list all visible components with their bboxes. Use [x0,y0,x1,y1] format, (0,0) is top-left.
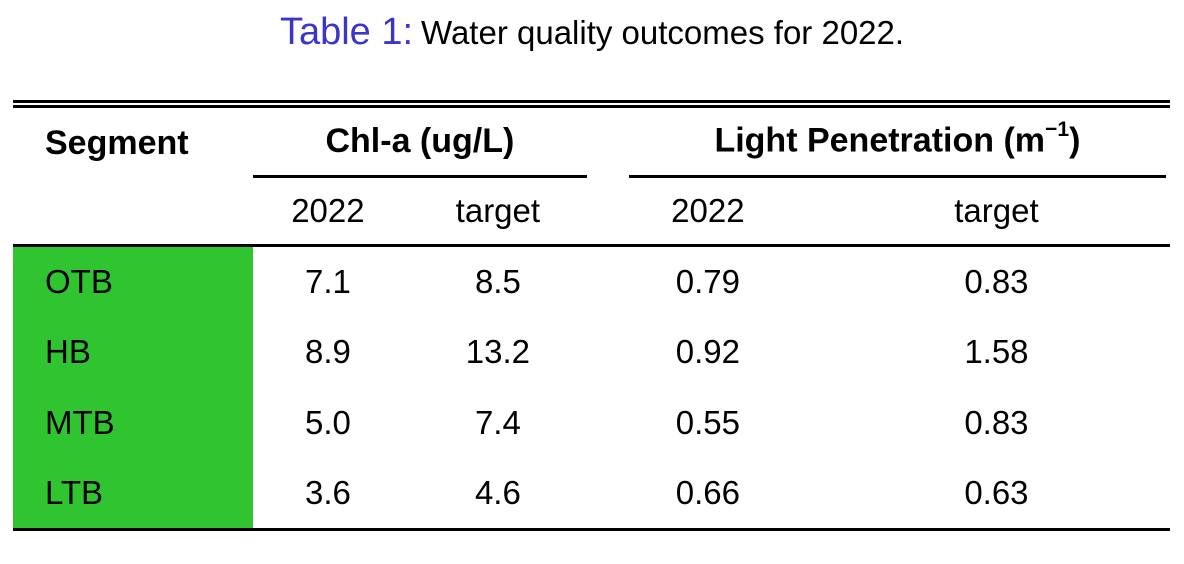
chla-target-value: 7.4 [474,404,521,442]
light-2022-value: 0.55 [675,404,740,442]
light-2022-value: 0.79 [675,262,740,300]
subheader-light-2022: 2022 [671,191,745,229]
column-header-segment: Segment [45,123,189,162]
table-row-ltb: LTB 3.6 4.6 0.66 0.63 [13,458,1170,530]
light-target-value: 0.83 [964,404,1029,442]
caption-text: Water quality outcomes for 2022. [421,14,905,51]
group-header-row: Segment Chl-a (ug/L) Light Penetration (… [13,108,1170,178]
light-target-value: 0.63 [964,474,1029,512]
light-group-label-superscript: −1 [1045,118,1070,142]
chla-group-label: Chl-a (ug/L) [325,121,515,160]
chla-2022-value: 8.9 [304,333,351,371]
chla-2022-value: 3.6 [304,474,351,512]
chla-2022-value: 7.1 [304,262,351,300]
table-row-otb: OTB 7.1 8.5 0.79 0.83 [13,245,1170,317]
light-group-label: Light Penetration (m−1) [714,118,1081,160]
water-quality-table: Segment Chl-a (ug/L) Light Penetration (… [13,108,1170,532]
table-caption: Table 1: Water quality outcomes for 2022. [0,0,1184,56]
light-2022-value: 0.92 [675,333,740,371]
chla-target-value: 13.2 [465,333,530,371]
table-row-mtb: MTB 5.0 7.4 0.55 0.83 [13,387,1170,459]
light-group-label-suffix: ) [1069,121,1081,160]
chla-2022-value: 5.0 [304,404,351,442]
table-row-hb: HB 8.9 13.2 0.92 1.58 [13,316,1170,388]
segment-cell: HB [13,316,253,388]
chla-target-value: 4.6 [474,474,521,512]
light-group-label-prefix: Light Penetration (m [714,121,1046,160]
chla-target-value: 8.5 [474,262,521,300]
light-2022-value: 0.66 [675,474,740,512]
caption-label: Table 1: [279,11,414,53]
subheader-light-target: target [954,191,1039,229]
light-target-value: 0.83 [964,262,1029,300]
column-group-light: Light Penetration (m−1) [593,108,1170,178]
sub-header-row: 2022 target 2022 target [13,178,1170,246]
table-container: Segment Chl-a (ug/L) Light Penetration (… [13,99,1170,532]
segment-cell: OTB [13,245,253,317]
top-double-rule [13,99,1170,108]
subheader-chla-2022: 2022 [291,191,365,229]
light-group-rule: Light Penetration (m−1) [628,108,1166,178]
column-group-chla: Chl-a (ug/L) [252,108,593,178]
light-target-value: 1.58 [964,333,1029,371]
subheader-chla-target: target [455,191,541,229]
chla-group-rule: Chl-a (ug/L) [252,108,587,178]
segment-cell: LTB [13,458,253,530]
segment-cell: MTB [13,387,253,459]
